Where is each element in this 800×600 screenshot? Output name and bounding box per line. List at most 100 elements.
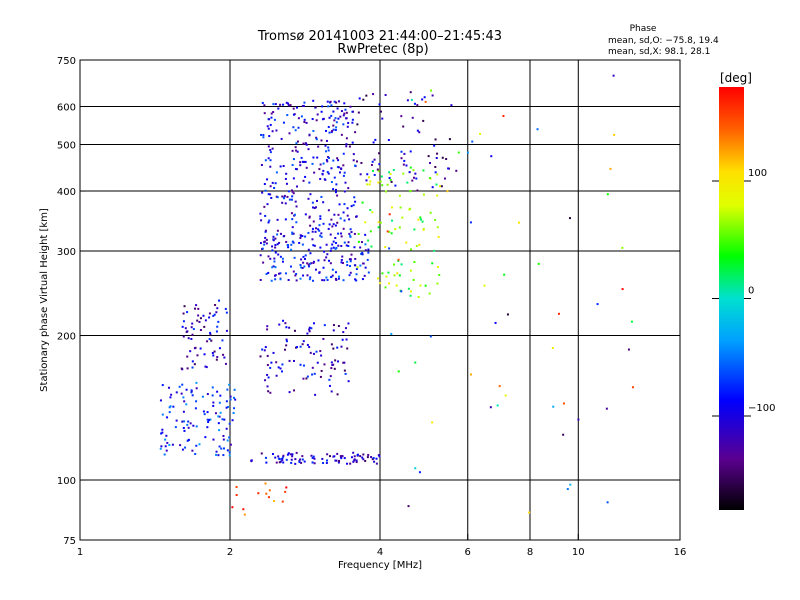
data-point bbox=[218, 347, 221, 350]
data-point bbox=[422, 228, 425, 231]
data-point bbox=[304, 175, 307, 178]
data-point bbox=[314, 106, 317, 109]
data-point bbox=[324, 178, 327, 181]
y-tick-label: 300 bbox=[57, 247, 76, 258]
data-point bbox=[186, 423, 189, 426]
data-point bbox=[224, 307, 227, 310]
data-point bbox=[287, 279, 290, 282]
data-point bbox=[300, 258, 303, 261]
data-point bbox=[360, 241, 363, 244]
data-point bbox=[359, 455, 362, 458]
data-point bbox=[182, 426, 185, 429]
data-point bbox=[338, 459, 341, 462]
data-point bbox=[299, 164, 302, 167]
data-point bbox=[355, 279, 358, 282]
data-point bbox=[340, 235, 343, 238]
data-point bbox=[187, 420, 190, 423]
data-point bbox=[287, 246, 290, 249]
data-point bbox=[411, 179, 414, 182]
data-point bbox=[266, 373, 269, 376]
data-point bbox=[181, 325, 184, 328]
data-point bbox=[410, 248, 413, 251]
data-point bbox=[291, 218, 294, 221]
data-point bbox=[232, 411, 235, 414]
data-point bbox=[309, 276, 312, 279]
data-point bbox=[223, 356, 226, 359]
data-point bbox=[279, 103, 282, 106]
data-point bbox=[340, 261, 343, 264]
data-point bbox=[302, 104, 305, 107]
data-point bbox=[338, 100, 341, 103]
data-point bbox=[228, 422, 231, 425]
data-point bbox=[328, 223, 331, 226]
data-point bbox=[327, 209, 330, 212]
data-point bbox=[332, 159, 335, 162]
data-point bbox=[276, 196, 279, 199]
data-point bbox=[361, 253, 364, 256]
data-point bbox=[285, 182, 288, 185]
data-point bbox=[288, 359, 291, 362]
data-point bbox=[273, 499, 276, 502]
data-point bbox=[285, 172, 288, 175]
data-point bbox=[332, 223, 335, 226]
data-point bbox=[304, 254, 307, 257]
stats-line-x: mean, sd,X: 98.1, 28.1 bbox=[608, 47, 710, 57]
data-point bbox=[394, 184, 397, 187]
data-point bbox=[274, 103, 277, 106]
data-point bbox=[313, 244, 316, 247]
data-point bbox=[370, 456, 373, 459]
data-point bbox=[187, 438, 190, 441]
x-tick-label: 16 bbox=[674, 547, 687, 558]
data-point bbox=[330, 181, 333, 184]
data-point bbox=[328, 116, 331, 119]
data-point bbox=[225, 329, 228, 332]
data-point bbox=[364, 249, 367, 252]
data-point bbox=[347, 241, 350, 244]
data-point bbox=[303, 120, 306, 123]
data-point bbox=[332, 240, 335, 243]
data-point bbox=[415, 177, 418, 180]
data-point bbox=[198, 443, 201, 446]
data-point bbox=[189, 422, 192, 425]
data-point bbox=[196, 319, 199, 322]
data-point bbox=[270, 196, 273, 199]
data-point bbox=[352, 204, 355, 207]
data-point bbox=[483, 284, 486, 287]
data-point bbox=[274, 251, 277, 254]
data-point bbox=[222, 447, 225, 450]
data-point bbox=[267, 145, 270, 148]
data-point bbox=[344, 181, 347, 184]
data-point bbox=[312, 322, 315, 325]
data-point bbox=[264, 482, 267, 485]
data-point bbox=[195, 444, 198, 447]
data-point bbox=[290, 189, 293, 192]
data-point bbox=[279, 367, 282, 370]
data-point bbox=[318, 168, 321, 171]
data-point bbox=[185, 403, 188, 406]
data-point bbox=[329, 262, 332, 265]
data-point bbox=[168, 444, 171, 447]
data-point bbox=[312, 455, 315, 458]
data-point bbox=[276, 229, 279, 232]
data-point bbox=[280, 137, 283, 140]
data-point bbox=[185, 388, 188, 391]
data-point bbox=[551, 346, 554, 349]
data-point bbox=[320, 354, 323, 357]
data-point bbox=[471, 140, 474, 143]
data-point bbox=[191, 394, 194, 397]
data-point bbox=[606, 501, 609, 504]
data-point bbox=[401, 216, 404, 219]
data-point bbox=[334, 359, 337, 362]
data-point bbox=[355, 267, 358, 270]
data-point bbox=[213, 313, 216, 316]
data-point bbox=[292, 241, 295, 244]
data-point bbox=[359, 246, 362, 249]
data-point bbox=[315, 119, 318, 122]
data-point bbox=[412, 278, 415, 281]
data-point bbox=[348, 232, 351, 235]
y-tick-label: 200 bbox=[57, 332, 76, 343]
chart-subtitle: RwPretec (8p) bbox=[337, 42, 428, 57]
data-point bbox=[364, 221, 367, 224]
data-point bbox=[367, 239, 370, 242]
data-point bbox=[175, 391, 178, 394]
